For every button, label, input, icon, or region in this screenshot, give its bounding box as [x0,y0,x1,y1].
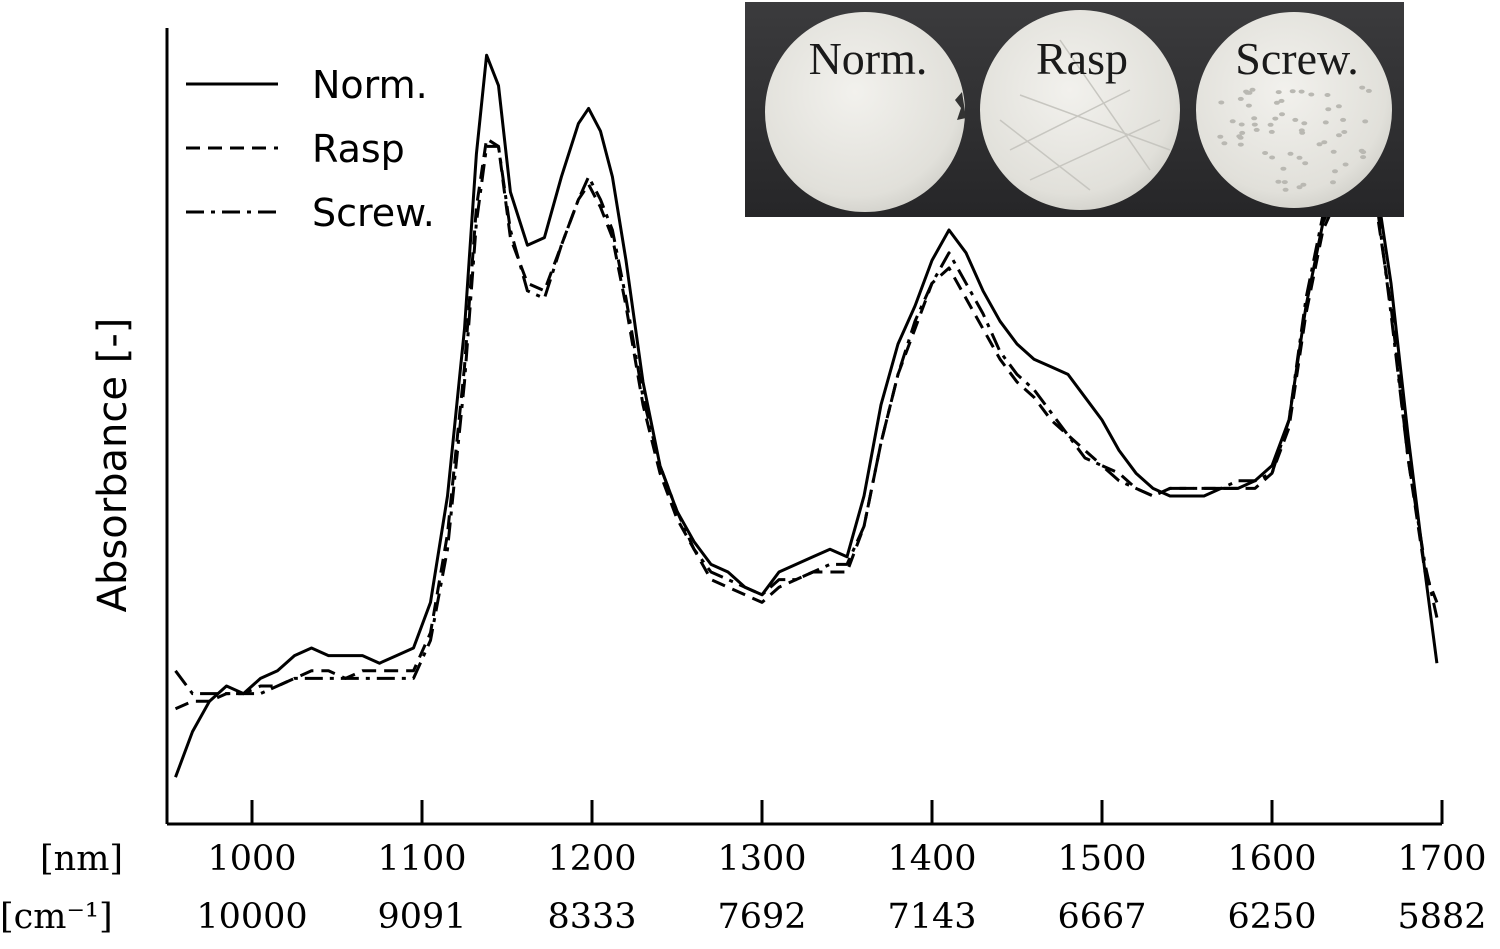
x-axis-ticks: 1000 10000 1100 9091 1200 8333 1300 7692 1400 714… [196,800,1487,937]
inset-label-rasp: Rasp [1036,33,1128,84]
x-tick-label-cm: 8333 [547,897,636,937]
screw-hole [1325,107,1332,112]
x-tick-label-nm: 1200 [547,839,636,879]
screw-hole [1340,117,1347,122]
x-tick-label-nm: 1700 [1397,839,1486,879]
screw-hole [1279,112,1285,117]
screw-hole [1237,135,1244,140]
screw-hole [1316,142,1323,147]
screw-hole [1238,122,1245,127]
x-tick-label-cm: 7143 [887,897,976,937]
screw-hole [1335,104,1342,109]
screw-hole [1287,151,1294,156]
screw-hole [1249,87,1256,92]
screw-hole [1275,90,1282,95]
screw-hole [1296,155,1303,160]
legend-label-screw: Screw. [312,191,435,235]
x-unit-label-cm: [cm⁻¹] [0,897,113,937]
x-tick-label-nm: 1100 [377,839,466,879]
screw-hole [1253,127,1260,132]
disk-chip [955,92,966,120]
screw-hole [1362,119,1369,124]
x-tick-label-cm: 6250 [1227,897,1316,937]
screw-hole [1308,92,1315,97]
screw-hole [1359,85,1366,90]
rasp-scratches [999,39,1171,191]
screw-hole [1280,166,1287,171]
series-line-norm [174,53,1439,778]
screw-hole [1262,151,1269,155]
screw-hole [1251,122,1258,127]
screw-hole [1278,98,1285,103]
screw-hole [1298,128,1305,133]
sample-disk-rasp [980,10,1180,210]
x-unit-label-nm: [nm] [40,839,123,879]
screw-hole [1365,88,1372,93]
legend-label-norm: Norm. [312,63,428,107]
screw-hole [1330,180,1336,185]
screw-hole [1296,185,1303,190]
screw-hole [1273,100,1280,105]
screw-hole [1267,122,1274,127]
screw-hole [1229,119,1236,124]
screw-hole [1282,187,1289,192]
x-tick-label-nm: 1600 [1227,839,1316,879]
x-tick-label-nm: 1000 [207,839,296,879]
screw-hole [1336,133,1342,138]
screw-hole [1218,100,1225,105]
inset-label-screw: Screw. [1235,33,1358,84]
screw-hole [1251,116,1258,121]
legend-label-rasp: Rasp [312,127,405,171]
screw-hole [1322,120,1329,125]
x-tick-label-cm: 5882 [1397,897,1486,937]
screw-hole [1298,89,1305,94]
screw-hole [1275,179,1282,184]
screw-hole [1243,89,1250,94]
screw-hole [1341,130,1348,134]
x-tick-label-nm: 1400 [887,839,976,879]
screw-hole [1237,96,1244,101]
screw-hole [1217,134,1224,139]
screw-hole [1239,130,1246,135]
screw-hole [1292,117,1299,122]
screw-hole [1281,180,1288,185]
screw-hole [1332,169,1338,174]
x-tick-label-cm: 9091 [377,897,466,937]
screw-hole [1342,162,1349,167]
screw-hole [1300,182,1307,187]
screw-hole [1330,149,1337,154]
inset-label-norm: Norm. [809,33,928,84]
sample-disk-norm [765,12,965,212]
screw-hole [1269,155,1276,160]
x-tick-label-nm: 1300 [717,839,806,879]
y-axis-label: Absorbance [-] [90,318,136,613]
sample-disk-screw [1196,12,1392,208]
x-tick-label-cm: 6667 [1057,897,1146,937]
screw-hole [1268,129,1275,134]
screw-hole [1289,89,1296,94]
screw-holes [1217,85,1372,192]
legend: Norm. Rasp Screw. [186,63,435,235]
screw-hole [1301,121,1308,126]
x-tick-label-cm: 10000 [196,897,307,937]
screw-hole [1302,161,1309,166]
screw-hole [1360,155,1367,160]
inset-photo-samples: Norm. Rasp Screw. [745,2,1404,217]
screw-hole [1321,140,1328,145]
x-tick-label-nm: 1500 [1057,839,1146,879]
screw-hole [1221,141,1228,146]
series-layer [174,53,1439,778]
screw-hole [1272,116,1279,121]
series-line-screw [174,144,1439,696]
screw-hole [1245,103,1252,108]
screw-hole [1324,93,1331,97]
screw-hole [1360,150,1367,155]
x-tick-label-cm: 7692 [717,897,806,937]
screw-hole [1237,142,1244,147]
